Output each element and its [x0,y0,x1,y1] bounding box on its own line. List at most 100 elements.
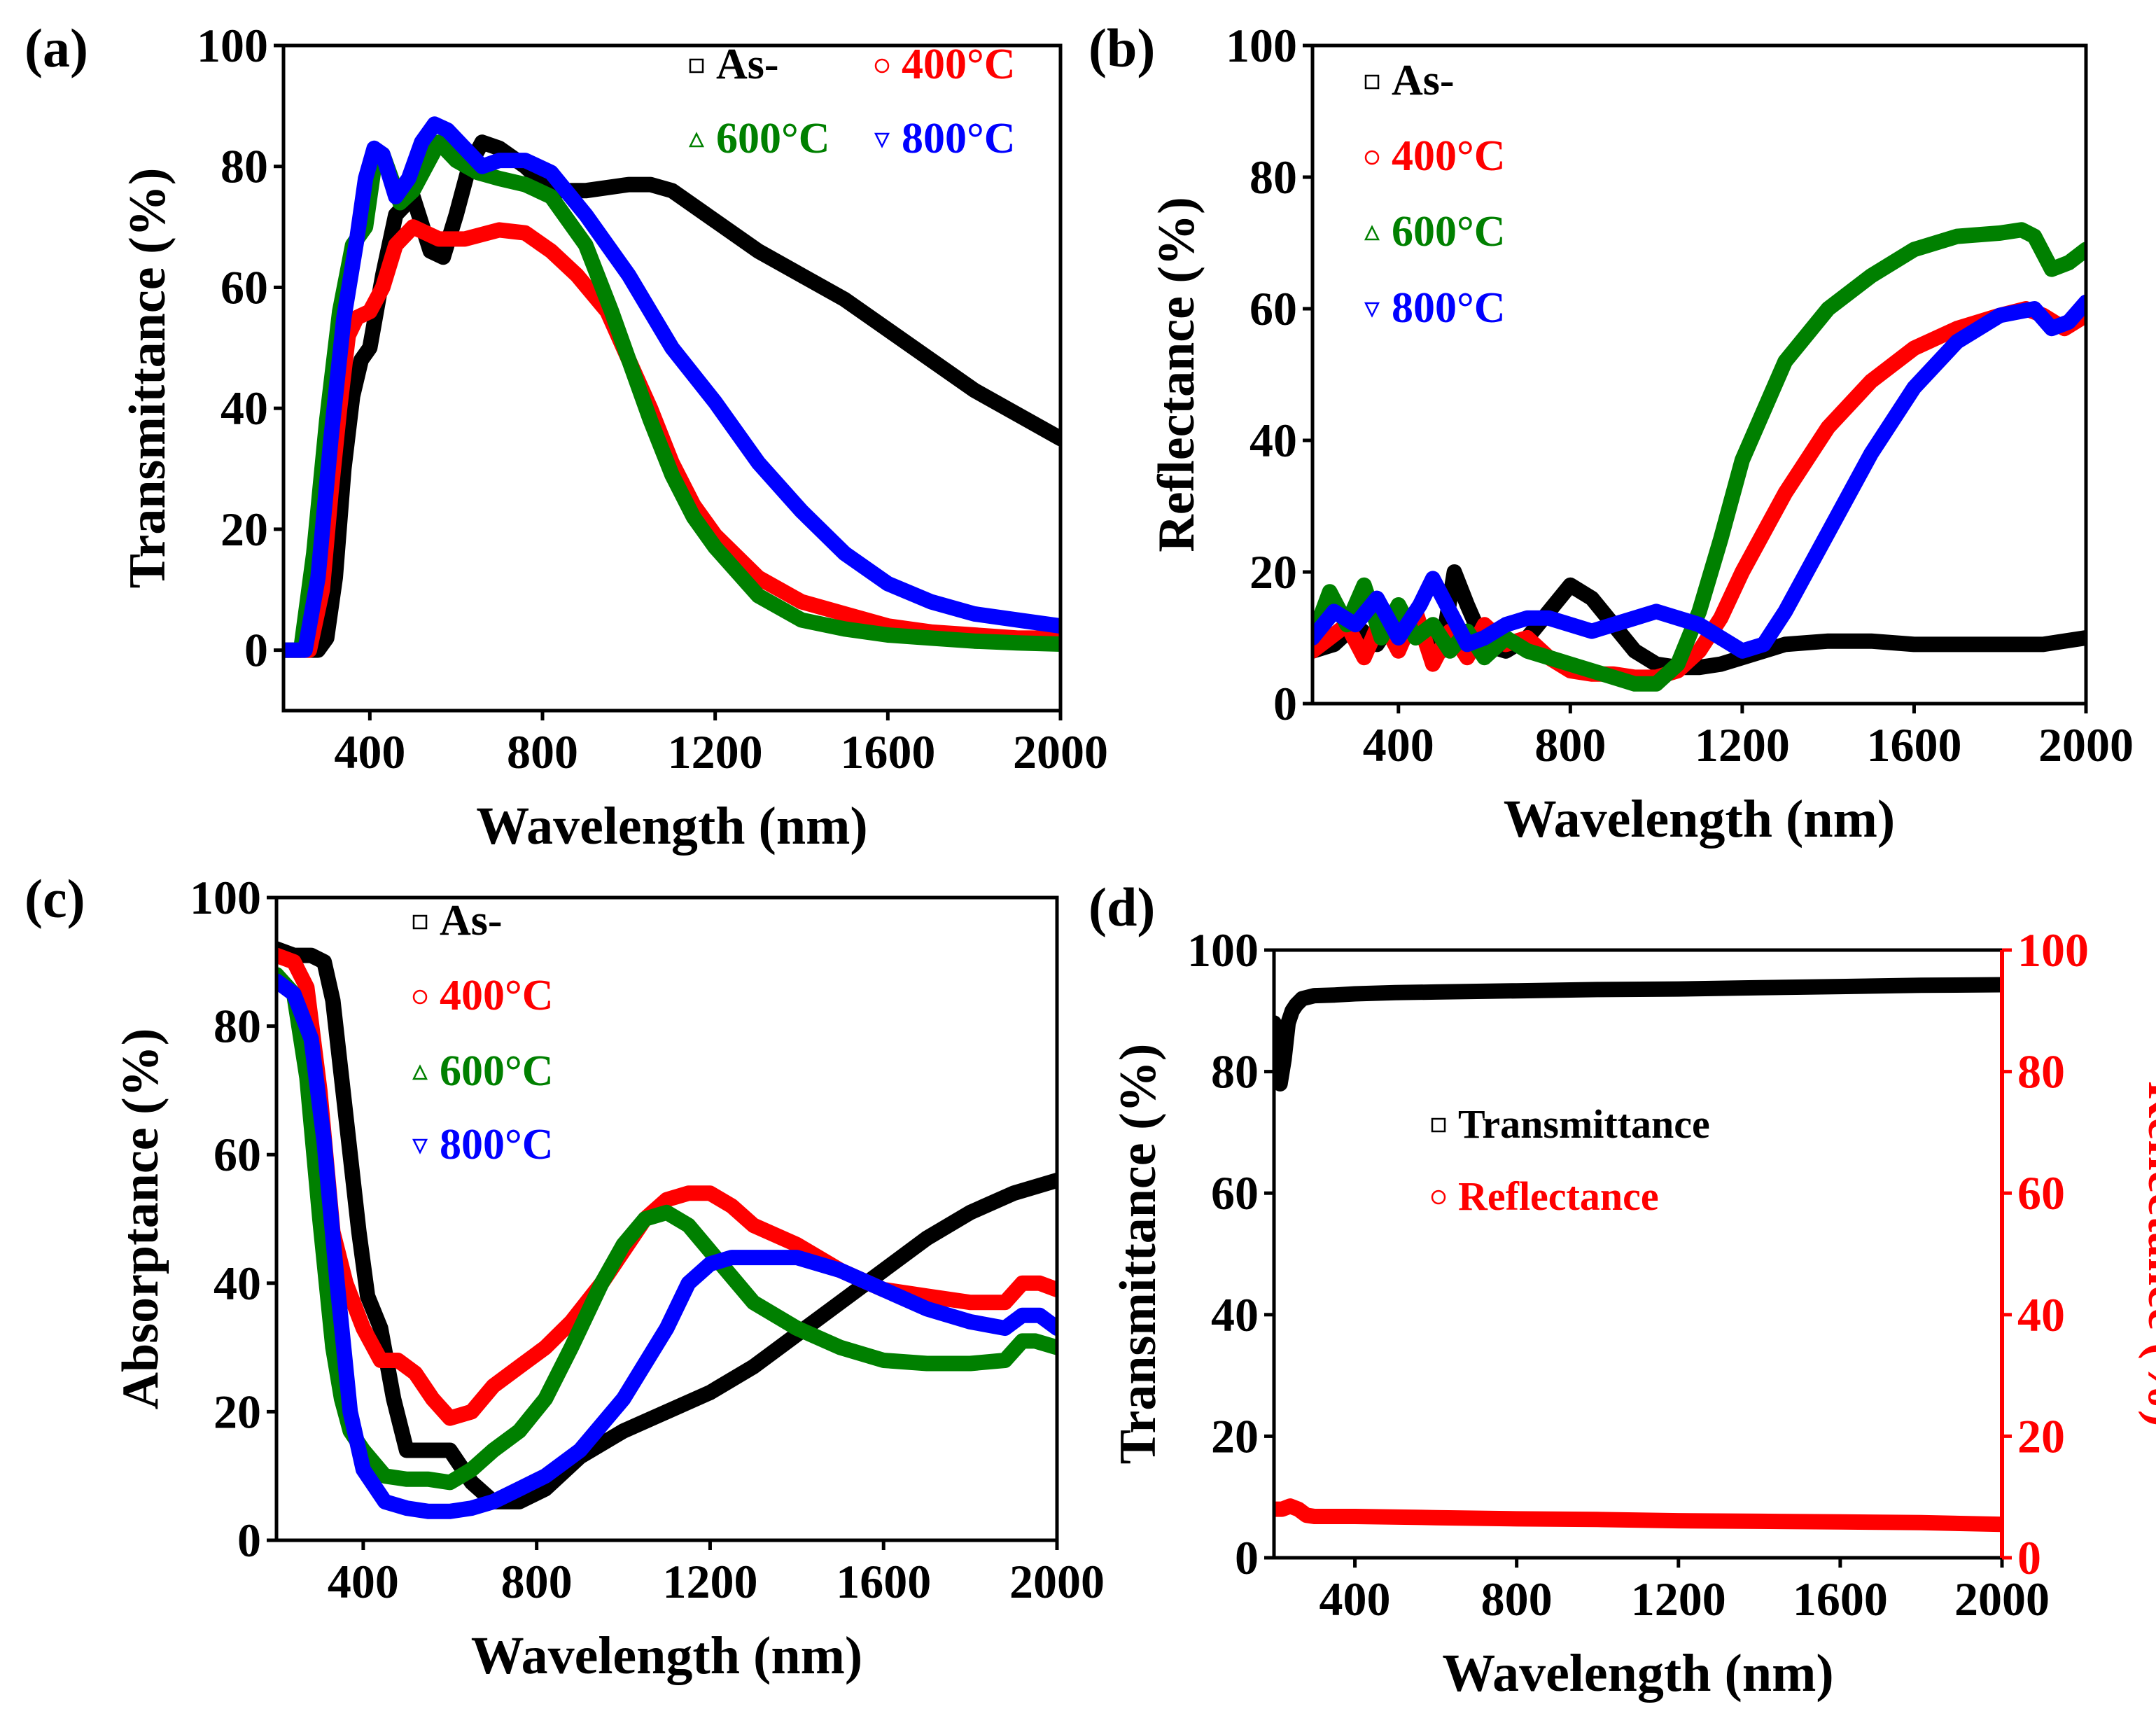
data-point [1586,664,1598,676]
data-point [2029,230,2040,242]
panel-a: 400 800 1200 1600 2000 0 20 40 60 80 100 Wavelength… [24,18,1108,856]
data-point [645,414,657,426]
series-line-1 [276,947,1057,1426]
y-right-tick-label: 60 [2017,1166,2065,1220]
data-point [1673,1515,1684,1526]
data-point [540,1342,551,1353]
data-point [1427,659,1438,669]
data-point [1651,678,1662,690]
data-point [623,354,635,365]
data-point [299,645,311,657]
data-point [1780,487,1791,498]
data-point [1390,987,1401,998]
data-point [357,1464,369,1476]
legend-marker [1364,225,1380,241]
data-point [377,149,388,161]
legend-marker [412,1138,428,1155]
data-point [1051,1284,1057,1295]
data-point [1293,1504,1303,1514]
legend-marker [1364,150,1380,165]
y-right-axis-label: Reflectance (%) [2138,1081,2156,1427]
data-point [325,433,337,445]
data-point [968,634,980,646]
data-point [1629,678,1641,690]
legend-marker [874,58,890,74]
x-tick-label: 400 [1363,718,1434,772]
data-point [1427,573,1438,585]
data-point [465,1502,477,1514]
y-tick-label: 0 [1235,1531,1259,1584]
data-point [1000,1297,1010,1308]
y-tick-label: 80 [1250,151,1297,204]
data-point [965,1357,976,1369]
legend-label: 600°C [716,115,830,162]
data-point [276,950,282,961]
data-point [1011,636,1023,648]
x-tick-label: 2000 [1954,1572,2050,1626]
data-point [1034,1278,1045,1289]
data-point [682,1278,694,1290]
data-point [545,190,557,202]
data-point [1835,1516,1846,1528]
data-point [968,608,980,620]
y-right-tick-label: 40 [2017,1288,2065,1341]
data-point [752,590,764,601]
data-point [1449,566,1460,578]
y-right-tick-label: 80 [2017,1045,2065,1098]
legend-marker [412,1064,428,1080]
data-point [540,1393,552,1404]
data-point [1916,980,1926,991]
data-point [1393,646,1404,657]
data-point [709,397,721,409]
data-point [1779,355,1791,367]
data-point [288,956,300,968]
data-point [878,1354,890,1366]
data-point [1521,645,1533,657]
plot-frame [1310,43,2088,706]
data-point [1715,659,1726,669]
data-point [2045,263,2057,274]
data-point [999,1323,1011,1334]
data-point [969,385,979,396]
y-tick-label: 20 [214,1385,261,1438]
data-point [606,305,617,317]
data-point [1371,593,1383,605]
y-tick-label: 60 [220,260,268,314]
data-point [1324,632,1335,643]
x-axis-label: Wavelength (nm) [476,797,867,856]
data-point [2015,223,2027,235]
data-point [726,1252,738,1264]
data-point [748,1296,760,1308]
data-point [1693,605,1705,617]
data-point [388,1393,399,1404]
data-point [1350,989,1360,999]
data-point [407,221,419,232]
data-point [752,457,764,469]
y-tick-label: 40 [220,382,268,435]
data-point [1410,632,1422,643]
legend-label: As- [716,41,779,88]
data-point [1444,645,1456,657]
data-point [2045,323,2057,335]
legend-label: As- [1392,57,1455,104]
plot-data [1312,222,2086,692]
data-point [624,179,634,190]
data-point [433,234,444,244]
data-point [513,1484,525,1495]
y-right-tick-label: 100 [2017,923,2089,977]
plot-frame [281,43,1063,713]
data-point [1737,566,1748,578]
data-point [1994,639,2005,650]
data-point [321,633,332,643]
data-point [420,160,432,172]
data-point [791,1252,803,1264]
data-point [878,1265,889,1276]
data-point [666,468,678,480]
plot-frame [1272,948,2004,1560]
panel-label: (d) [1088,877,1155,937]
data-point [1835,981,1846,992]
data-point [379,1470,391,1481]
data-point [1592,1514,1603,1525]
data-point [791,1322,803,1334]
